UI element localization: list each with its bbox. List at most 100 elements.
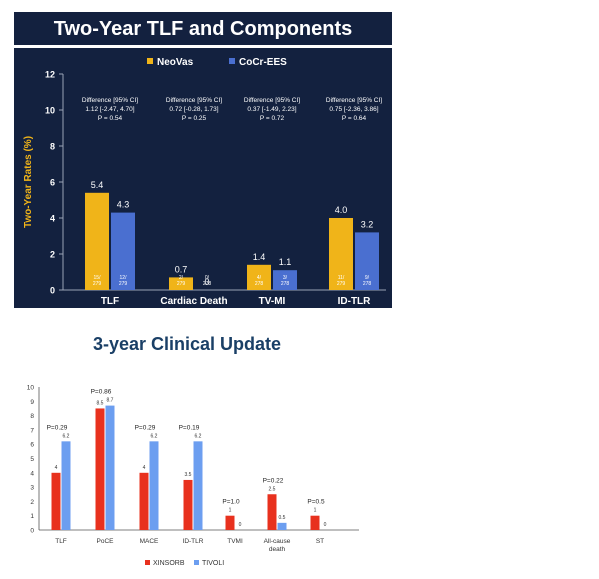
bar-tivoli-2 xyxy=(149,441,159,530)
p-value-label: P=0.86 xyxy=(91,389,112,396)
x-tick-label: TLF xyxy=(101,296,119,307)
legend-label-1: TIVOLI xyxy=(202,560,224,567)
y-tick-label: 1 xyxy=(30,513,34,520)
legend-swatch-1 xyxy=(229,58,235,64)
bar-value-label: 3.5 xyxy=(185,472,192,478)
bar-value-label: 4 xyxy=(55,465,58,471)
y-tick-label: 10 xyxy=(45,106,55,116)
bar-value-label: 8.5 xyxy=(97,400,104,406)
chart-two-year-tlf: Two-Year TLF and Components Two-Year Rate… xyxy=(14,12,392,308)
annotation-line-3: P = 0.72 xyxy=(260,115,285,122)
bar-value-label: 0 xyxy=(204,277,209,287)
chart-1-title: Two-Year TLF and Components xyxy=(54,18,353,40)
p-value-label: P=1.0 xyxy=(222,499,240,506)
annotation-line-2: 1.12 [-2.47, 4.70] xyxy=(85,106,134,113)
bar-count-label: 4/278 xyxy=(255,275,264,287)
bar-tivoli-5 xyxy=(277,522,287,530)
p-value-label: P=0.19 xyxy=(179,424,200,431)
y-tick-label: 6 xyxy=(50,178,55,188)
x-tick-label: TV-MI xyxy=(259,296,286,307)
bar-value-label: 6.2 xyxy=(63,433,70,439)
chart-2-title: 3-year Clinical Update xyxy=(93,334,281,354)
bar-xinsorb-4 xyxy=(225,515,235,530)
bar-neovas-2 xyxy=(247,264,271,290)
y-tick-label: 0 xyxy=(30,528,34,535)
chart-2-svg: 3-year Clinical Update01234567891046.2P=… xyxy=(27,334,359,567)
y-tick-label: 2 xyxy=(30,499,34,506)
y-tick-label: 4 xyxy=(50,214,55,224)
y-tick-label: 7 xyxy=(30,427,34,434)
bar-value-label: 1.1 xyxy=(279,257,292,267)
bar-count-label: 9/278 xyxy=(363,275,372,287)
annotation-line-3: P = 0.25 xyxy=(182,115,207,122)
bar-value-label: 6.2 xyxy=(195,433,202,439)
annotation-line-1: Difference [95% CI] xyxy=(82,97,138,104)
x-tick-label: ID-TLR xyxy=(183,538,204,545)
bar-value-label: 6.2 xyxy=(151,433,158,439)
bar-cocr-ees-2 xyxy=(273,270,297,290)
bar-value-label: 0.7 xyxy=(175,264,188,274)
p-value-label: P=0.29 xyxy=(47,424,68,431)
annotation-line-1: Difference [95% CI] xyxy=(166,97,222,104)
bar-neovas-1 xyxy=(169,277,193,290)
x-tick-label: PoCE xyxy=(97,538,115,545)
bar-count-label: 2/279 xyxy=(177,275,186,287)
y-tick-label: 6 xyxy=(30,442,34,449)
annotation-line-3: P = 0.54 xyxy=(98,115,123,122)
bar-value-label: 2.5 xyxy=(269,486,276,492)
bar-count-label: 15/279 xyxy=(93,275,102,287)
bar-value-label: 1.4 xyxy=(253,252,266,262)
bar-count-label: 0/278 xyxy=(203,275,212,287)
bar-count-label: 3/278 xyxy=(281,275,290,287)
bar-xinsorb-6 xyxy=(310,515,320,530)
bar-tivoli-1 xyxy=(105,405,115,530)
bar-cocr-ees-3 xyxy=(355,232,379,290)
bar-value-label: 4 xyxy=(143,465,146,471)
y-tick-label: 8 xyxy=(50,142,55,152)
bar-cocr-ees-0 xyxy=(111,212,135,290)
annotation-line-3: P = 0.64 xyxy=(342,115,367,122)
bar-xinsorb-3 xyxy=(183,479,193,530)
annotation-line-2: 0.37 [-1.49, 2.23] xyxy=(247,106,296,113)
bar-neovas-0 xyxy=(85,192,109,290)
bar-count-label: 12/279 xyxy=(119,275,128,287)
y-axis-label: Two-Year Rates (%) xyxy=(23,136,34,228)
bar-count-label: 11/279 xyxy=(337,275,346,287)
bar-value-label: 1 xyxy=(229,508,232,514)
chart-1-svg: Two-Year TLF and Components Two-Year Rate… xyxy=(14,18,392,307)
x-tick-label: All-cause death xyxy=(264,538,291,553)
annotation-line-2: 0.75 [-2.36, 3.86] xyxy=(329,106,378,113)
bar-xinsorb-1 xyxy=(95,408,105,530)
y-tick-label: 10 xyxy=(27,385,35,392)
bar-neovas-3 xyxy=(329,218,353,290)
y-tick-label: 5 xyxy=(30,456,34,463)
title-underline xyxy=(14,45,392,48)
y-tick-label: 12 xyxy=(45,70,55,80)
bar-value-label: 0 xyxy=(324,522,327,528)
legend-swatch-1 xyxy=(194,560,199,565)
y-tick-label: 8 xyxy=(30,413,34,420)
annotation-line-1: Difference [95% CI] xyxy=(326,97,382,104)
bar-value-label: 4.3 xyxy=(117,200,130,210)
bar-value-label: 0 xyxy=(239,522,242,528)
bar-value-label: 1 xyxy=(314,508,317,514)
annotation-line-2: 0.72 [-0.28, 1.73] xyxy=(169,106,218,113)
bar-value-label: 8.7 xyxy=(107,398,114,404)
y-tick-label: 2 xyxy=(50,250,55,260)
bar-xinsorb-2 xyxy=(139,472,149,530)
bar-xinsorb-0 xyxy=(51,472,61,530)
legend-label-0: XINSORB xyxy=(153,560,185,567)
bar-value-label: 0.5 xyxy=(279,515,286,521)
y-tick-label: 4 xyxy=(30,470,34,477)
legend-label-1: CoCr-EES xyxy=(239,57,287,68)
y-tick-label: 0 xyxy=(50,286,55,296)
legend-label-0: NeoVas xyxy=(157,57,194,68)
x-tick-label: TLF xyxy=(55,538,67,545)
p-value-label: P=0.22 xyxy=(263,477,284,484)
x-tick-label: ST xyxy=(316,538,324,545)
annotation-line-1: Difference [95% CI] xyxy=(244,97,300,104)
bar-value-label: 5.4 xyxy=(91,180,104,190)
p-value-label: P=0.29 xyxy=(135,424,156,431)
bar-tivoli-0 xyxy=(61,441,71,530)
bar-value-label: 4.0 xyxy=(335,205,348,215)
